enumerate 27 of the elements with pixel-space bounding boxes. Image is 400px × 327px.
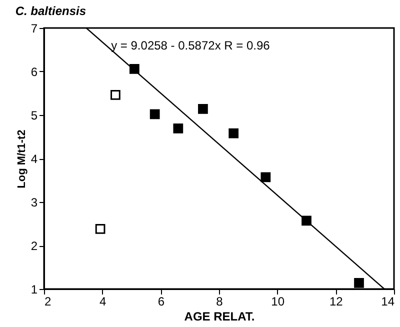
y-tick-label: 1 [30,282,38,296]
point [354,278,364,288]
y-tick-label: 5 [30,108,38,122]
y-tick-label: 3 [30,196,38,210]
annotation: y = 9.0258 - 0.5872x R = 0.96 [111,38,270,52]
y-tick-label: 4 [30,152,38,166]
y-axis-title: Log M/t1-t2 [16,130,28,188]
point [260,172,271,182]
point [150,109,160,120]
x-tick-label: 6 [158,294,165,308]
x-tick-label: 12 [329,294,344,308]
y-tick-label: 2 [30,239,38,253]
x-tick-label: 2 [44,294,52,308]
point [110,90,120,100]
x-tick-label: 14 [381,294,395,308]
x-tick-label: 10 [271,294,285,308]
x-axis-title: AGE RELAT. [184,310,255,324]
chart-title: C. baltiensis [15,4,86,18]
point [228,128,239,138]
y-tick-label: 7 [30,22,38,36]
point [198,104,208,114]
point [173,124,184,134]
point [129,64,140,74]
point [95,224,106,234]
x-tick-label: 4 [99,294,106,308]
x-tick-label: 8 [216,294,224,308]
y-tick-label: 6 [30,65,38,79]
